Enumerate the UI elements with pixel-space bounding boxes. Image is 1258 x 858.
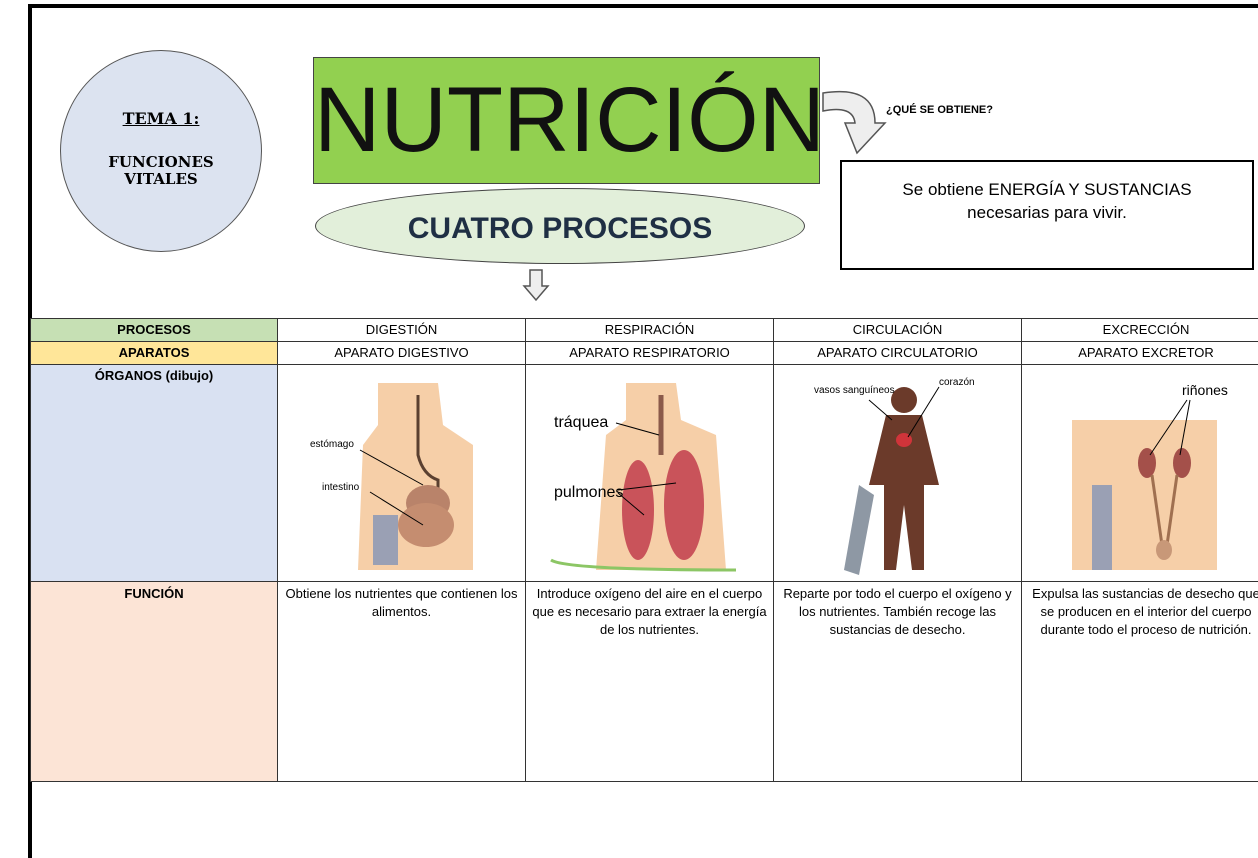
topic-subtitle: FUNCIONES VITALES [101, 154, 221, 188]
cell: Obtiene los nutrientes que contienen los… [278, 582, 526, 782]
drawing-label: pulmones [554, 484, 623, 501]
cell: RESPIRACIÓN [526, 319, 774, 342]
cell: APARATO EXCRETOR [1022, 342, 1258, 365]
row: PROCESOS DIGESTIÓN RESPIRACIÓN CIRCULACI… [31, 319, 1258, 342]
drawing-label: riñones [1182, 382, 1228, 398]
drawing-label: estómago [310, 439, 354, 450]
row: APARATOS APARATO DIGESTIVO APARATO RESPI… [31, 342, 1258, 365]
cell: EXCRECCIÓN [1022, 319, 1258, 342]
circulatory-drawing: vasos sanguíneos corazón [774, 365, 1022, 576]
drawing-label: tráquea [554, 414, 608, 431]
cell: APARATO DIGESTIVO [278, 342, 526, 365]
cell: APARATOS [31, 342, 278, 365]
cell: Expulsa las sustancias de desecho que se… [1022, 582, 1258, 782]
cell: PROCESOS [31, 319, 278, 342]
cell: DIGESTIÓN [278, 319, 526, 342]
cell: FUNCIÓN [31, 582, 278, 782]
cell: Introduce oxígeno del aire en el cuerpo … [526, 582, 774, 782]
row: ÓRGANOS (dibujo) estómago intestino [31, 365, 1258, 582]
drawing-cell: estómago intestino [278, 365, 526, 582]
drawing-cell: tráquea pulmones [526, 365, 774, 582]
excretory-drawing: riñones [1022, 365, 1258, 576]
cell: Reparte por todo el cuerpo el oxígeno y … [774, 582, 1022, 782]
drawing-label: corazón [939, 377, 975, 388]
cell: ÓRGANOS (dibujo) [31, 365, 278, 582]
answer-box: Se obtiene ENERGÍA Y SUSTANCIAS necesari… [840, 160, 1254, 270]
processes-ellipse: CUATRO PROCESOS [315, 188, 805, 264]
row: FUNCIÓN Obtiene los nutrientes que conti… [31, 582, 1258, 782]
process-table: PROCESOS DIGESTIÓN RESPIRACIÓN CIRCULACI… [30, 318, 1258, 782]
down-arrow [522, 268, 550, 302]
drawing-label: intestino [322, 482, 360, 493]
topic-title: TEMA 1: [61, 109, 261, 128]
respiratory-drawing: tráquea pulmones [526, 365, 774, 576]
cell: CIRCULACIÓN [774, 319, 1022, 342]
cell: APARATO RESPIRATORIO [526, 342, 774, 365]
main-title: NUTRICIÓN [313, 57, 820, 184]
digestive-drawing: estómago intestino [278, 365, 526, 576]
page: TEMA 1: FUNCIONES VITALES NUTRICIÓN ¿QUÉ… [0, 0, 1258, 839]
cell: APARATO CIRCULATORIO [774, 342, 1022, 365]
drawing-cell: riñones [1022, 365, 1258, 582]
drawing-label: vasos sanguíneos [814, 385, 895, 396]
curved-arrow [815, 85, 895, 165]
drawing-cell: vasos sanguíneos corazón [774, 365, 1022, 582]
topic-circle: TEMA 1: FUNCIONES VITALES [60, 50, 262, 252]
question: ¿QUÉ SE OBTIENE? [886, 104, 993, 116]
